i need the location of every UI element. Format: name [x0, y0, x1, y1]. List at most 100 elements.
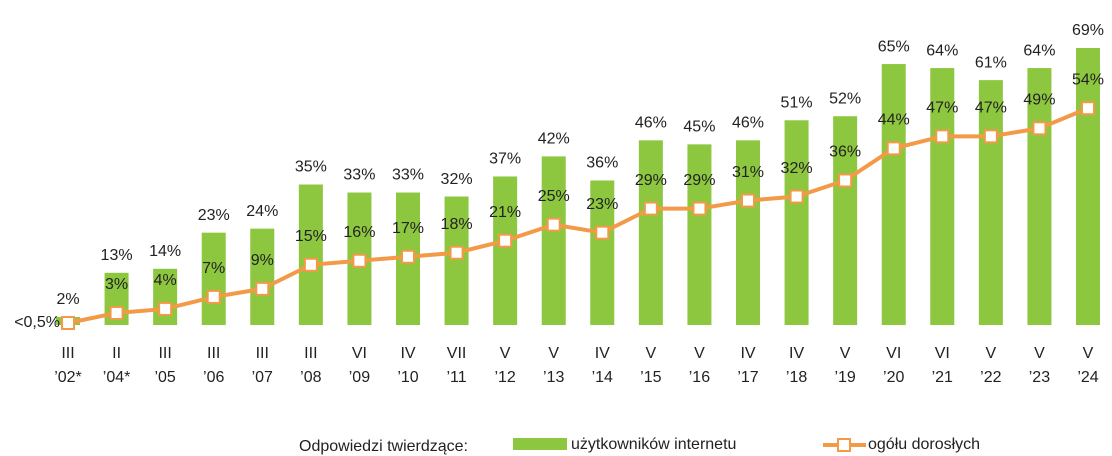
x-tick-label: ’14 — [592, 369, 613, 386]
x-tick-label: VI — [935, 345, 950, 362]
line-marker — [741, 193, 755, 208]
x-tick-label: ’20 — [883, 369, 904, 386]
line-marker — [109, 305, 124, 320]
bar-value-label: 52% — [829, 90, 861, 107]
x-tick-label: ’21 — [932, 369, 953, 386]
line-marker — [61, 315, 75, 330]
line-value-label: 32% — [781, 160, 813, 177]
line-marker — [1081, 101, 1095, 116]
bar — [833, 116, 858, 325]
legend-label: Odpowiedzi twierdzące: — [299, 438, 468, 455]
x-tick-label: V — [840, 345, 851, 362]
x-tick-label: ’10 — [397, 369, 418, 386]
bar — [1076, 48, 1100, 326]
bar-value-label: 36% — [586, 155, 618, 172]
x-tick-label: III — [61, 345, 74, 362]
bar-value-label: 69% — [1072, 22, 1104, 39]
line-marker — [449, 245, 464, 260]
x-tick-label: ’11 — [446, 369, 466, 386]
x-tick-label: ’07 — [252, 369, 273, 386]
x-tick-label: III — [304, 345, 317, 362]
bar-value-label: 23% — [198, 207, 230, 224]
bar — [687, 144, 712, 325]
bar — [590, 180, 615, 325]
line-value-label: <0,5% — [14, 314, 60, 331]
bar — [250, 228, 275, 325]
line-marker — [401, 249, 415, 264]
line-marker — [546, 217, 561, 232]
bar — [541, 156, 566, 325]
x-tick-label: IV — [740, 345, 755, 362]
bar-value-label: 46% — [732, 115, 764, 132]
bar — [444, 196, 469, 325]
line-marker — [692, 201, 707, 216]
bar-value-label: 24% — [246, 203, 278, 220]
bar — [298, 184, 323, 325]
x-tick-label: ’06 — [203, 369, 224, 386]
line-marker — [838, 173, 853, 188]
bar-value-label: 61% — [975, 54, 1007, 71]
line-marker — [643, 201, 658, 216]
x-tick-label: VII — [447, 345, 467, 362]
x-tick-label: IV — [595, 345, 610, 362]
line-value-label: 54% — [1072, 71, 1104, 88]
bar — [930, 68, 955, 325]
line-value-label: 3% — [105, 276, 128, 293]
line-value-label: 47% — [926, 100, 958, 117]
x-tick-label: V — [1083, 345, 1094, 362]
x-tick-label: III — [207, 345, 220, 362]
bar-value-label: 14% — [149, 243, 181, 260]
line-value-label: 7% — [202, 260, 225, 277]
x-tick-label: V — [548, 345, 559, 362]
line-value-label: 31% — [732, 164, 764, 181]
bar-value-label: 37% — [489, 151, 521, 168]
x-tick-label: ’13 — [543, 369, 564, 386]
x-tick-label: ’02* — [54, 369, 82, 386]
legend-entry: ogółu dorosłych — [868, 436, 980, 453]
x-tick-label: VI — [352, 345, 367, 362]
bar-value-label: 42% — [538, 131, 570, 148]
x-tick-label: V — [986, 345, 997, 362]
bar-value-label: 46% — [635, 115, 667, 132]
bar-value-label: 45% — [683, 119, 715, 136]
bar-value-label: 64% — [926, 42, 958, 59]
x-tick-label: ’04* — [103, 369, 131, 386]
line-marker — [303, 257, 318, 272]
line-marker — [498, 233, 513, 248]
line-value-label: 9% — [251, 252, 274, 269]
x-tick-label: ’19 — [834, 369, 855, 386]
bar — [736, 140, 760, 325]
x-tick-label: III — [158, 345, 171, 362]
bar-value-label: 13% — [101, 247, 133, 264]
line-value-label: 4% — [154, 272, 177, 289]
line-marker — [789, 189, 804, 204]
line — [67, 106, 1089, 325]
bar-value-label: 65% — [878, 38, 910, 55]
x-tick-label: IV — [789, 345, 804, 362]
line-marker — [255, 281, 270, 296]
x-tick-label: V — [500, 345, 511, 362]
x-tick-label: ’15 — [640, 369, 661, 386]
x-tick-label: ’05 — [154, 369, 175, 386]
line-value-label: 23% — [586, 196, 618, 213]
x-tick-label: V — [694, 345, 705, 362]
x-tick-label: V — [1034, 345, 1045, 362]
bar-value-label: 64% — [1023, 42, 1055, 59]
line-value-label: 18% — [441, 216, 473, 233]
line-marker — [352, 253, 367, 268]
x-tick-label: V — [646, 345, 657, 362]
x-tick-label: ’17 — [737, 369, 758, 386]
bar — [201, 232, 226, 325]
x-tick-label: VI — [886, 345, 901, 362]
line-marker — [983, 129, 998, 144]
x-tick-label: ’16 — [689, 369, 710, 386]
legend-entry: użytkowników internetu — [571, 436, 736, 453]
line-value-label: 47% — [975, 100, 1007, 117]
legend-swatch-marker — [837, 438, 851, 452]
bar — [784, 120, 809, 326]
line-marker — [595, 225, 610, 240]
line-value-label: 49% — [1023, 92, 1055, 109]
x-tick-label: IV — [400, 345, 415, 362]
line-value-label: 44% — [878, 112, 910, 129]
